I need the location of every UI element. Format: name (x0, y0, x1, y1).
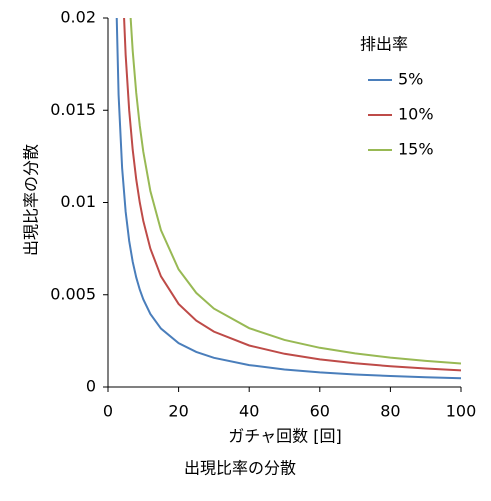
x-tick-label: 60 (310, 402, 330, 421)
series-line (123, 18, 461, 372)
x-tick-label: 80 (380, 402, 400, 421)
x-tick-label: 100 (446, 402, 477, 421)
x-tick-label: 20 (168, 402, 188, 421)
caption: 出現比率の分散 (184, 459, 296, 478)
legend-label: 10% (398, 105, 434, 124)
legend-label: 5% (398, 70, 423, 89)
y-tick-label: 0.01 (60, 192, 96, 211)
y-tick-label: 0.02 (60, 8, 96, 27)
legend-title: 排出率 (360, 35, 408, 54)
legend-label: 15% (398, 140, 434, 159)
y-tick-label: 0 (86, 377, 96, 396)
series-line (129, 18, 461, 365)
x-tick-label: 40 (239, 402, 259, 421)
y-tick-label: 0.015 (50, 100, 96, 119)
y-axis-label: 出現比率の分散 (22, 144, 41, 256)
series-line (115, 18, 461, 380)
y-tick-label: 0.005 (50, 284, 96, 303)
x-axis-label: ガチャ回数 [回] (228, 427, 341, 446)
x-tick-label: 0 (103, 402, 113, 421)
